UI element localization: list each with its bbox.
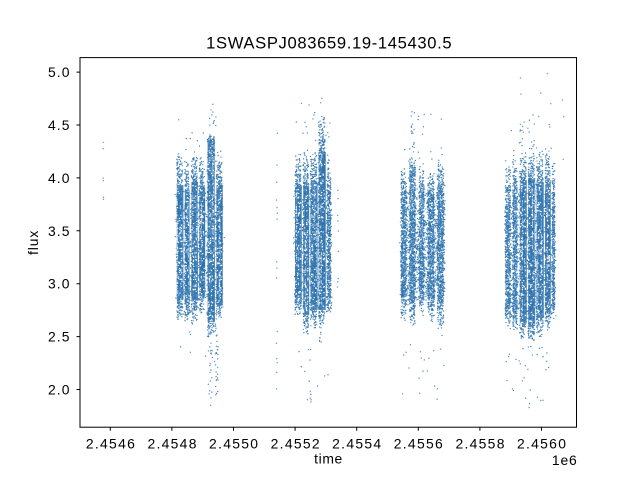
svg-text:2.4558: 2.4558 (455, 435, 505, 451)
svg-text:2.4560: 2.4560 (517, 435, 567, 451)
svg-text:1SWASPJ083659.19-145430.5: 1SWASPJ083659.19-145430.5 (206, 33, 452, 52)
svg-text:time: time (314, 450, 343, 466)
svg-text:2.4556: 2.4556 (394, 435, 444, 451)
svg-text:5.0: 5.0 (48, 64, 71, 80)
svg-text:2.4548: 2.4548 (147, 435, 197, 451)
svg-text:2.5: 2.5 (48, 329, 71, 345)
svg-text:4.0: 4.0 (48, 170, 71, 186)
svg-text:1e6: 1e6 (552, 452, 578, 468)
svg-text:4.5: 4.5 (48, 117, 71, 133)
svg-text:flux: flux (25, 230, 41, 255)
svg-text:3.5: 3.5 (48, 223, 71, 239)
svg-text:2.4550: 2.4550 (209, 435, 259, 451)
svg-text:2.4552: 2.4552 (271, 435, 321, 451)
svg-text:2.0: 2.0 (48, 382, 71, 398)
svg-text:2.4554: 2.4554 (332, 435, 382, 451)
svg-text:2.4546: 2.4546 (86, 435, 136, 451)
svg-text:3.0: 3.0 (48, 276, 71, 292)
